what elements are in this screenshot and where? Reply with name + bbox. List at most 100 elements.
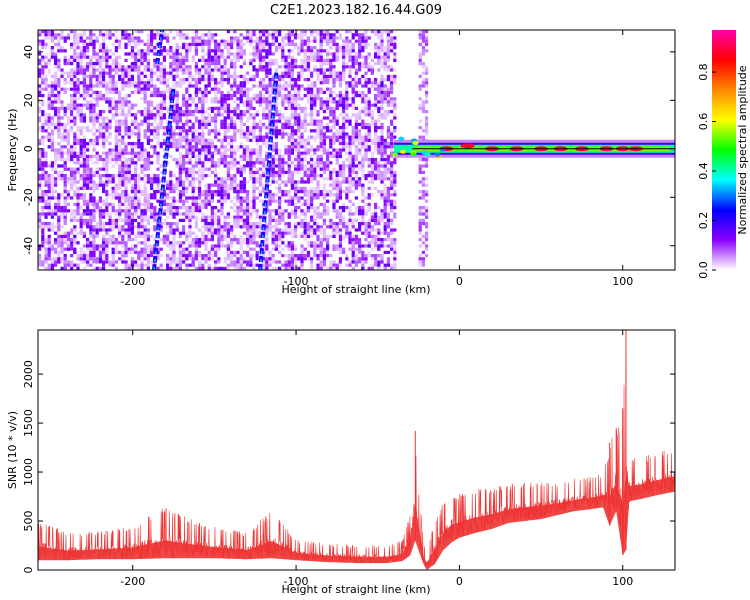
spectrogram-cell — [290, 132, 294, 139]
spectrogram-cell — [79, 55, 83, 59]
spectrogram-cell — [281, 135, 285, 139]
spectrogram-cell — [377, 138, 381, 145]
spectrogram-cell — [108, 55, 112, 59]
spectrogram-cell — [322, 110, 326, 114]
spectrogram-cell — [70, 212, 74, 216]
spectrogram-cell — [172, 52, 176, 56]
spectrogram-cell — [214, 174, 218, 181]
spectrogram-cell — [303, 62, 307, 69]
spectrogram-cell — [105, 49, 109, 56]
spectrogram-cell — [268, 116, 272, 123]
spectrogram-cell — [191, 254, 195, 261]
spectrogram-cell — [274, 260, 278, 264]
spectrogram-cell — [102, 58, 106, 62]
spectrogram-cell — [63, 132, 67, 139]
spectrogram-cell — [114, 103, 118, 110]
spectrogram-cell — [284, 94, 288, 101]
spectrogram-cell — [185, 238, 189, 242]
spectrogram-cell — [121, 193, 125, 200]
spectrogram-cell — [361, 263, 365, 270]
spectrogram-cell — [210, 164, 214, 168]
spectrogram-cell — [201, 132, 205, 139]
spectrogram-cell — [335, 266, 339, 270]
spectrogram-cell — [76, 170, 80, 174]
spectrogram-cell — [188, 42, 192, 49]
spectrogram-cell — [367, 122, 371, 126]
spectrogram-cell — [418, 87, 422, 91]
spectrogram-cell — [265, 180, 269, 187]
spectrogram-cell — [418, 119, 422, 123]
spectrogram-cell — [191, 167, 195, 174]
spectrogram-cell — [338, 209, 342, 213]
spectrogram-cell — [102, 71, 106, 75]
spectrogram-cell — [191, 177, 195, 184]
spectrogram-cell — [367, 186, 371, 190]
spectrogram-cell — [294, 113, 298, 120]
spectrogram-cell — [63, 266, 67, 270]
spectrogram-cell — [268, 81, 272, 88]
spectrogram-cell — [262, 263, 266, 270]
spectrogram-cell — [182, 161, 186, 168]
spectrogram-cell — [249, 241, 253, 245]
spectrogram-cell — [377, 190, 381, 194]
spectrogram-cell — [386, 42, 390, 46]
spectrogram-cell — [92, 71, 96, 75]
spectrogram-cell — [134, 81, 138, 85]
spectrogram-cell — [201, 106, 205, 110]
spectrogram-cell — [54, 110, 58, 117]
spectrogram-cell — [134, 154, 138, 158]
spectrogram-cell — [348, 212, 352, 216]
spectrogram-cell — [223, 58, 227, 65]
spectrogram-cell — [322, 62, 326, 66]
spectrogram-cell — [242, 122, 246, 126]
spectrogram-cell — [105, 126, 109, 133]
spectrogram-cell — [284, 148, 288, 155]
spectrogram-cell — [246, 225, 250, 232]
spectrogram-cell — [41, 174, 45, 181]
spectrogram-cell — [345, 228, 349, 232]
spectrogram-cell — [345, 65, 349, 69]
spectrogram-cell — [418, 36, 422, 40]
spectrogram-cell — [338, 142, 342, 146]
spectrogram-cell — [92, 97, 96, 101]
spectrogram-cell — [281, 42, 285, 46]
spectrogram-cell — [354, 183, 358, 190]
spectrogram-cell — [217, 46, 221, 53]
spectrogram-cell — [185, 170, 189, 177]
spectrogram-cell — [351, 266, 355, 270]
spectrogram-cell — [70, 177, 74, 181]
spectrogram-cell — [220, 74, 224, 81]
spectrogram-cell — [313, 228, 317, 235]
spectrogram-cell — [198, 186, 202, 193]
spectrogram-cell — [348, 142, 352, 146]
spectrogram-cell — [390, 68, 394, 72]
spectrogram-cell — [124, 247, 128, 251]
spectrogram-cell — [70, 103, 74, 110]
spectrogram-cell — [73, 212, 77, 216]
spectrogram-cell — [185, 174, 189, 178]
spectrogram-cell — [300, 196, 304, 200]
spectrogram-cell — [217, 129, 221, 133]
spectrogram-cell — [159, 263, 163, 270]
spectrogram-cell — [393, 46, 397, 50]
spectrogram-cell — [380, 46, 384, 53]
spectrogram-cell — [310, 49, 314, 53]
spectrogram-cell — [182, 186, 186, 190]
spectrogram-cell — [393, 42, 397, 49]
spectrogram-cell — [233, 148, 237, 155]
spectrogram-cell — [73, 263, 77, 267]
spectrogram-cell — [57, 65, 61, 69]
spectrogram-cell — [201, 202, 205, 209]
spectrogram-cell — [348, 183, 352, 187]
spectrogram-cell — [242, 218, 246, 222]
spectrogram-cell — [57, 42, 61, 49]
spectrogram-cell — [182, 199, 186, 206]
spectrogram-cell — [239, 202, 243, 206]
spectrogram-cell — [194, 78, 198, 85]
spectrogram-cell — [255, 186, 259, 190]
spectrogram-cell — [204, 58, 208, 65]
spectrogram-cell — [220, 158, 224, 162]
spectrogram-cell — [207, 263, 211, 270]
spectrogram-cell — [92, 183, 96, 187]
spectrogram-cell — [108, 212, 112, 216]
